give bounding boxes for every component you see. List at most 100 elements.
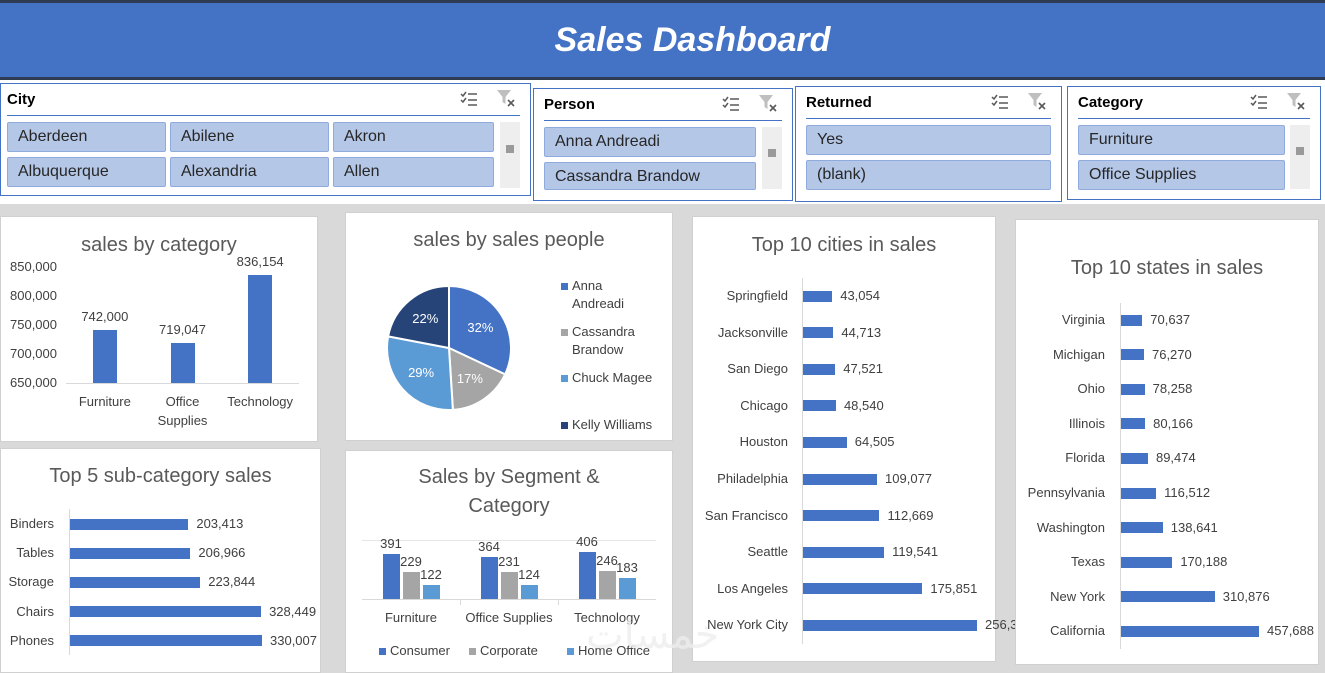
category-label: San Francisco [704, 507, 788, 523]
city-item-aberdeen[interactable]: Aberdeen [7, 122, 166, 152]
slicer-header: Person [544, 89, 782, 121]
data-label: 64,505 [854, 434, 895, 450]
data-label: 457,688 [1267, 623, 1314, 639]
data-label: 112,669 [887, 507, 934, 523]
city-item-albuquerque[interactable]: Albuquerque [7, 157, 166, 187]
bar [618, 577, 636, 599]
category-slicer-scrollbar[interactable] [1290, 125, 1310, 189]
bar [520, 584, 538, 599]
legend-swatch [567, 648, 574, 655]
data-label: 70,637 [1150, 312, 1191, 327]
bar [803, 546, 885, 558]
city-item-akron[interactable]: Akron [333, 122, 494, 152]
city-item-allen[interactable]: Allen [333, 157, 494, 187]
category-label: Florida [1065, 450, 1105, 466]
x-tick-label: Furniture [384, 610, 438, 625]
pie-pct-label: 32% [467, 320, 494, 336]
bar [1121, 487, 1157, 499]
bar [70, 547, 191, 559]
person-slicer-scrollbar[interactable] [762, 127, 782, 189]
data-label: 122 [420, 566, 442, 582]
bar [578, 552, 596, 599]
returned-item-yes[interactable]: Yes [806, 125, 1051, 155]
person-item-cassandra[interactable]: Cassandra Brandow [544, 162, 756, 190]
data-label: 89,474 [1155, 450, 1196, 466]
bar [803, 583, 923, 595]
chart-title: Top 5 sub-category sales [49, 465, 272, 487]
data-label: 203,413 [196, 516, 244, 531]
bar [1121, 591, 1215, 603]
data-label: 246 [596, 552, 618, 568]
data-label: 124 [518, 566, 540, 582]
data-label: 138,641 [1170, 519, 1218, 535]
legend-label: Anna [572, 278, 603, 293]
category-item-office-supplies[interactable]: Office Supplies [1078, 160, 1285, 190]
pie-pct-label: 17% [456, 370, 483, 386]
pie-pct-label: 22% [412, 311, 439, 327]
x-axis-line [362, 599, 656, 600]
legend-swatch [561, 283, 568, 290]
bar [70, 576, 201, 588]
legend-label: Corporate [480, 643, 538, 658]
legend-swatch [561, 422, 568, 429]
bar [1121, 349, 1144, 361]
pie-slice [448, 284, 512, 376]
x-tick-label: Supplies [157, 413, 208, 428]
y-tick-label: 800,000 [10, 288, 57, 303]
data-label: 76,270 [1151, 346, 1192, 362]
bar [803, 619, 977, 631]
multi-select-icon[interactable] [722, 95, 740, 113]
x-tick-label: Technology [574, 610, 640, 625]
clear-filter-icon[interactable] [1027, 91, 1047, 111]
category-label: Ohio [1077, 381, 1105, 397]
data-label: 406 [576, 534, 598, 549]
category-label: Houston [739, 434, 788, 450]
bar [1121, 314, 1143, 326]
category-item-furniture[interactable]: Furniture [1078, 125, 1285, 155]
legend-label: Brandow [572, 342, 624, 357]
data-label: 330,007 [270, 632, 317, 648]
data-label: 310,876 [1222, 588, 1270, 604]
person-item-anna[interactable]: Anna Andreadi [544, 127, 756, 157]
bar [248, 275, 273, 383]
data-label: 328,449 [269, 603, 317, 619]
city-item-abilene[interactable]: Abilene [170, 122, 329, 152]
category-label: San Diego [727, 361, 788, 377]
clear-filter-icon[interactable] [496, 88, 516, 108]
multi-select-icon[interactable] [991, 93, 1009, 111]
category-slicer: Category Furniture Office Supplies [1067, 86, 1321, 200]
category-label: Chicago [740, 397, 788, 413]
x-tick-label: Furniture [78, 394, 131, 409]
cities-chart-panel: Top 10 cities in sales Springfield 43,054… [692, 216, 1032, 662]
data-label: 206,966 [198, 545, 246, 561]
city-item-alexandria[interactable]: Alexandria [170, 157, 329, 187]
bar [402, 572, 420, 599]
y-axis-line [1120, 302, 1121, 649]
category-label: Jacksonville [717, 324, 788, 340]
chart-title: sales by category [81, 234, 237, 256]
clear-filter-icon[interactable] [1286, 91, 1306, 111]
bar [480, 556, 498, 599]
multi-select-icon[interactable] [1250, 93, 1268, 111]
watermark-logo: خمسات [586, 612, 720, 658]
city-slicer-scrollbar[interactable] [500, 122, 520, 188]
page-title: Sales Dashboard [554, 20, 831, 59]
bar [803, 327, 834, 339]
returned-item-blank[interactable]: (blank) [806, 160, 1051, 190]
bar [1121, 418, 1146, 430]
chart-title: Top 10 states in sales [1070, 257, 1264, 279]
legend-label: Chuck Magee [572, 370, 653, 385]
bar [803, 473, 878, 485]
clear-filter-icon[interactable] [758, 93, 778, 113]
data-label: 47,521 [843, 361, 884, 377]
category-label: Virginia [1061, 312, 1105, 327]
pie-pct-label: 29% [408, 364, 435, 380]
x-axis-line [66, 383, 299, 384]
data-label: 43,054 [840, 288, 880, 303]
multi-select-icon[interactable] [460, 90, 478, 108]
bar [803, 400, 836, 412]
bar [70, 518, 189, 530]
person-slicer: Person Anna Andreadi Cassandra Brandow [533, 88, 793, 201]
returned-slicer: Returned Yes (blank) [795, 86, 1062, 202]
category-label: Binders [9, 516, 54, 531]
